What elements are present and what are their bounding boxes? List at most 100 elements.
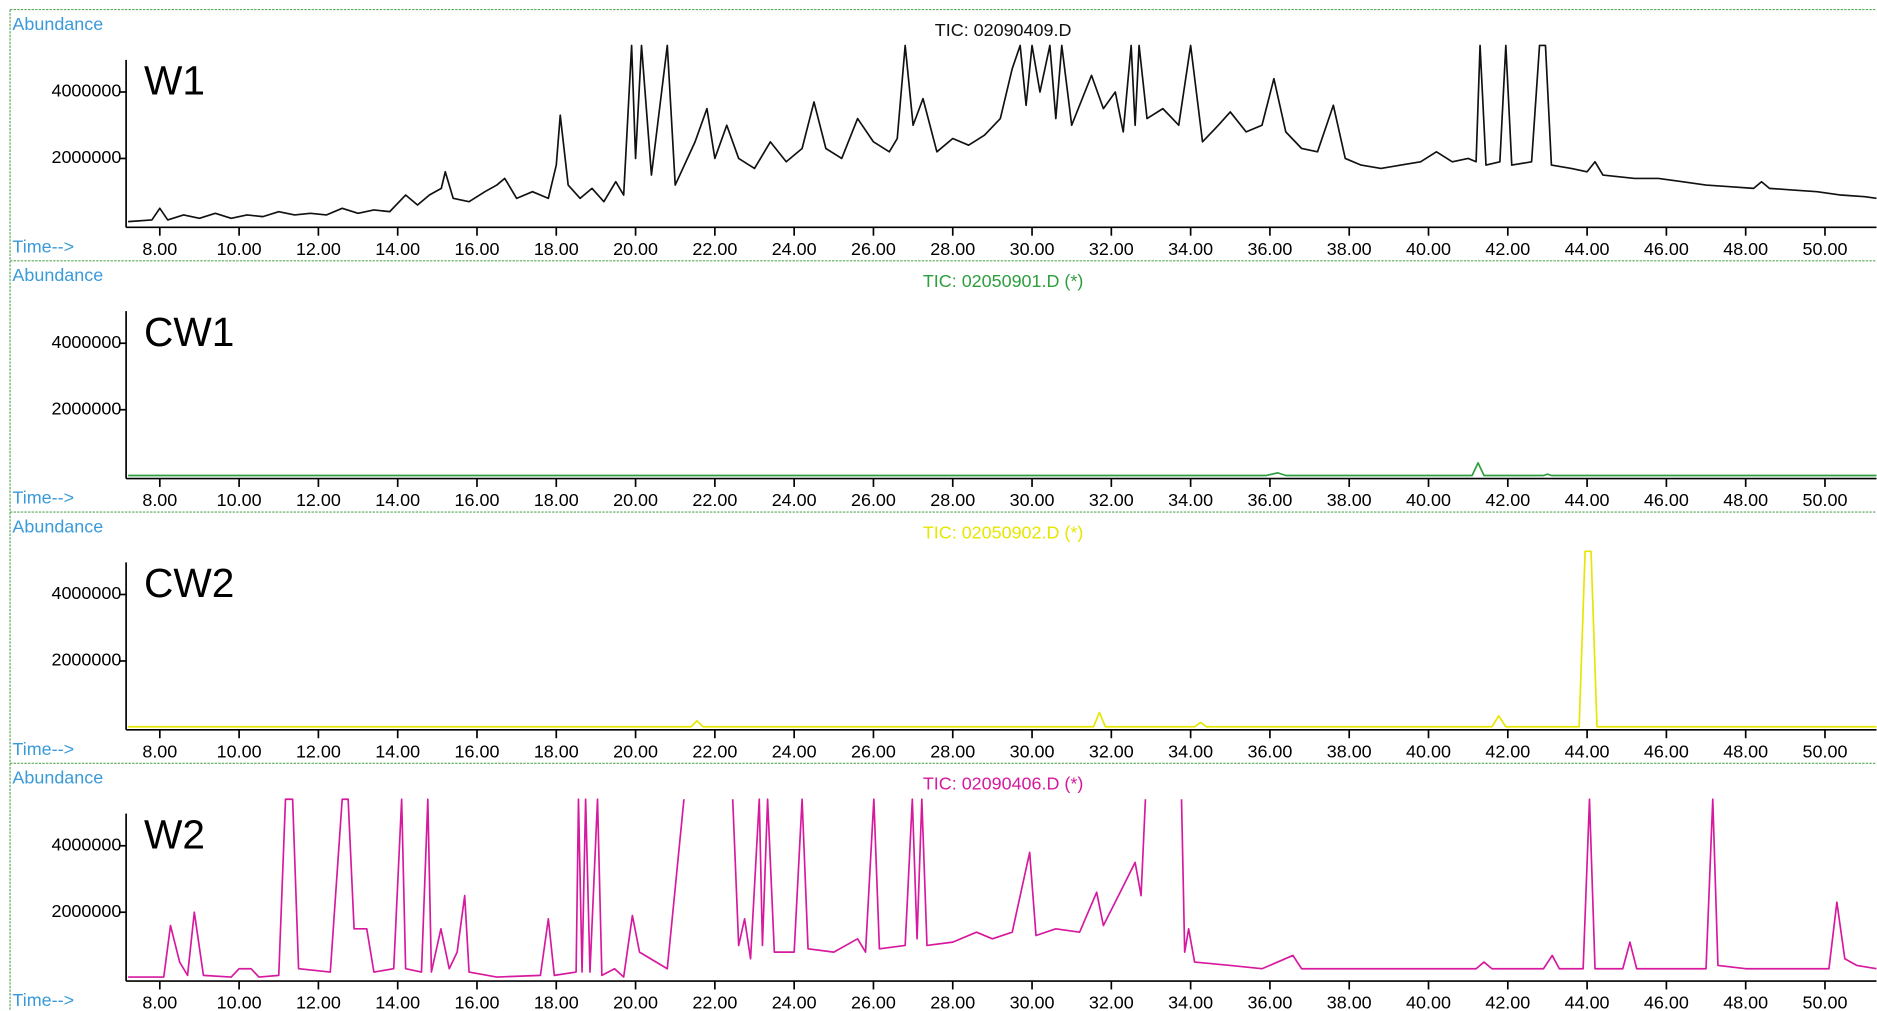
x-tick-label: 42.00	[1485, 239, 1530, 259]
y-axis-label: Abundance	[12, 14, 103, 34]
x-tick-label: 8.00	[142, 490, 177, 510]
y-tick-label: 4000000	[51, 332, 121, 352]
chromatogram-line	[128, 798, 1877, 978]
x-tick-label: 50.00	[1803, 490, 1848, 510]
x-tick-label: 18.00	[534, 993, 579, 1011]
x-tick-label: 8.00	[142, 741, 177, 761]
x-tick-label: 16.00	[455, 239, 500, 259]
x-tick-label: 28.00	[930, 993, 975, 1011]
y-tick-label: 4000000	[51, 81, 121, 101]
chart-title: TIC: 02050902.D (*)	[923, 522, 1084, 542]
x-tick-label: 28.00	[930, 741, 975, 761]
x-tick-label: 22.00	[692, 239, 737, 259]
x-tick-label: 14.00	[375, 490, 420, 510]
y-tick-label: 4000000	[51, 834, 121, 854]
x-tick-label: 36.00	[1247, 993, 1292, 1011]
x-tick-label: 22.00	[692, 490, 737, 510]
y-tick-label: 4000000	[51, 583, 121, 603]
x-tick-label: 50.00	[1803, 741, 1848, 761]
x-tick-label: 40.00	[1406, 490, 1451, 510]
x-tick-label: 26.00	[851, 993, 896, 1011]
x-tick-label: 44.00	[1565, 239, 1610, 259]
x-tick-label: 22.00	[692, 741, 737, 761]
x-tick-label: 30.00	[1010, 993, 1055, 1011]
x-tick-label: 14.00	[375, 239, 420, 259]
panel-label: W2	[144, 811, 205, 857]
x-tick-label: 30.00	[1010, 490, 1055, 510]
x-tick-label: 34.00	[1168, 993, 1213, 1011]
chromatogram-line	[128, 44, 1877, 223]
x-tick-label: 12.00	[296, 490, 341, 510]
x-tick-label: 40.00	[1406, 239, 1451, 259]
x-tick-label: 28.00	[930, 490, 975, 510]
chart-title: TIC: 02090406.D (*)	[923, 774, 1084, 794]
x-tick-label: 32.00	[1089, 490, 1134, 510]
x-tick-label: 18.00	[534, 741, 579, 761]
chart-title: TIC: 02050901.D (*)	[923, 271, 1084, 291]
x-tick-label: 8.00	[142, 239, 177, 259]
x-tick-label: 48.00	[1723, 993, 1768, 1011]
x-tick-label: 44.00	[1565, 741, 1610, 761]
x-tick-label: 12.00	[296, 239, 341, 259]
panel-label: W1	[144, 58, 205, 104]
x-tick-label: 50.00	[1803, 239, 1848, 259]
x-axis-label: Time-->	[12, 739, 74, 759]
x-tick-label: 32.00	[1089, 741, 1134, 761]
x-tick-label: 36.00	[1247, 239, 1292, 259]
x-tick-label: 34.00	[1168, 239, 1213, 259]
x-tick-label: 10.00	[217, 490, 262, 510]
x-tick-label: 44.00	[1565, 993, 1610, 1011]
x-tick-label: 10.00	[217, 239, 262, 259]
x-axis-label: Time-->	[12, 488, 74, 508]
x-axis-label: Time-->	[12, 990, 74, 1010]
x-tick-label: 44.00	[1565, 490, 1610, 510]
x-tick-label: 26.00	[851, 239, 896, 259]
x-tick-label: 18.00	[534, 490, 579, 510]
chromatogram-line	[128, 550, 1877, 728]
x-tick-label: 46.00	[1644, 239, 1689, 259]
y-axis-label: Abundance	[12, 768, 103, 788]
x-tick-label: 20.00	[613, 239, 658, 259]
x-tick-label: 46.00	[1644, 490, 1689, 510]
x-tick-label: 36.00	[1247, 490, 1292, 510]
x-tick-label: 40.00	[1406, 741, 1451, 761]
x-tick-label: 46.00	[1644, 741, 1689, 761]
y-tick-label: 2000000	[51, 147, 121, 167]
x-tick-label: 42.00	[1485, 490, 1530, 510]
y-tick-label: 2000000	[51, 398, 121, 418]
x-tick-label: 22.00	[692, 993, 737, 1011]
x-tick-label: 16.00	[455, 993, 500, 1011]
x-tick-label: 10.00	[217, 993, 262, 1011]
chart-title: TIC: 02090409.D	[935, 20, 1072, 40]
x-tick-label: 20.00	[613, 490, 658, 510]
y-tick-label: 2000000	[51, 901, 121, 921]
x-tick-label: 42.00	[1485, 741, 1530, 761]
x-tick-label: 30.00	[1010, 741, 1055, 761]
x-tick-label: 28.00	[930, 239, 975, 259]
x-tick-label: 16.00	[455, 741, 500, 761]
x-tick-label: 16.00	[455, 490, 500, 510]
x-tick-label: 48.00	[1723, 239, 1768, 259]
x-tick-label: 24.00	[772, 993, 817, 1011]
x-tick-label: 48.00	[1723, 741, 1768, 761]
x-tick-label: 14.00	[375, 993, 420, 1011]
x-tick-label: 24.00	[772, 741, 817, 761]
x-tick-label: 38.00	[1327, 239, 1372, 259]
x-tick-label: 34.00	[1168, 741, 1213, 761]
x-tick-label: 18.00	[534, 239, 579, 259]
x-tick-label: 20.00	[613, 741, 658, 761]
x-tick-label: 26.00	[851, 490, 896, 510]
x-tick-label: 34.00	[1168, 490, 1213, 510]
x-tick-label: 24.00	[772, 239, 817, 259]
x-tick-label: 40.00	[1406, 993, 1451, 1011]
y-tick-label: 2000000	[51, 650, 121, 670]
x-tick-label: 10.00	[217, 741, 262, 761]
x-tick-label: 32.00	[1089, 239, 1134, 259]
x-tick-label: 50.00	[1803, 993, 1848, 1011]
x-tick-label: 42.00	[1485, 993, 1530, 1011]
x-tick-label: 38.00	[1327, 993, 1372, 1011]
x-tick-label: 38.00	[1327, 741, 1372, 761]
x-tick-label: 46.00	[1644, 993, 1689, 1011]
